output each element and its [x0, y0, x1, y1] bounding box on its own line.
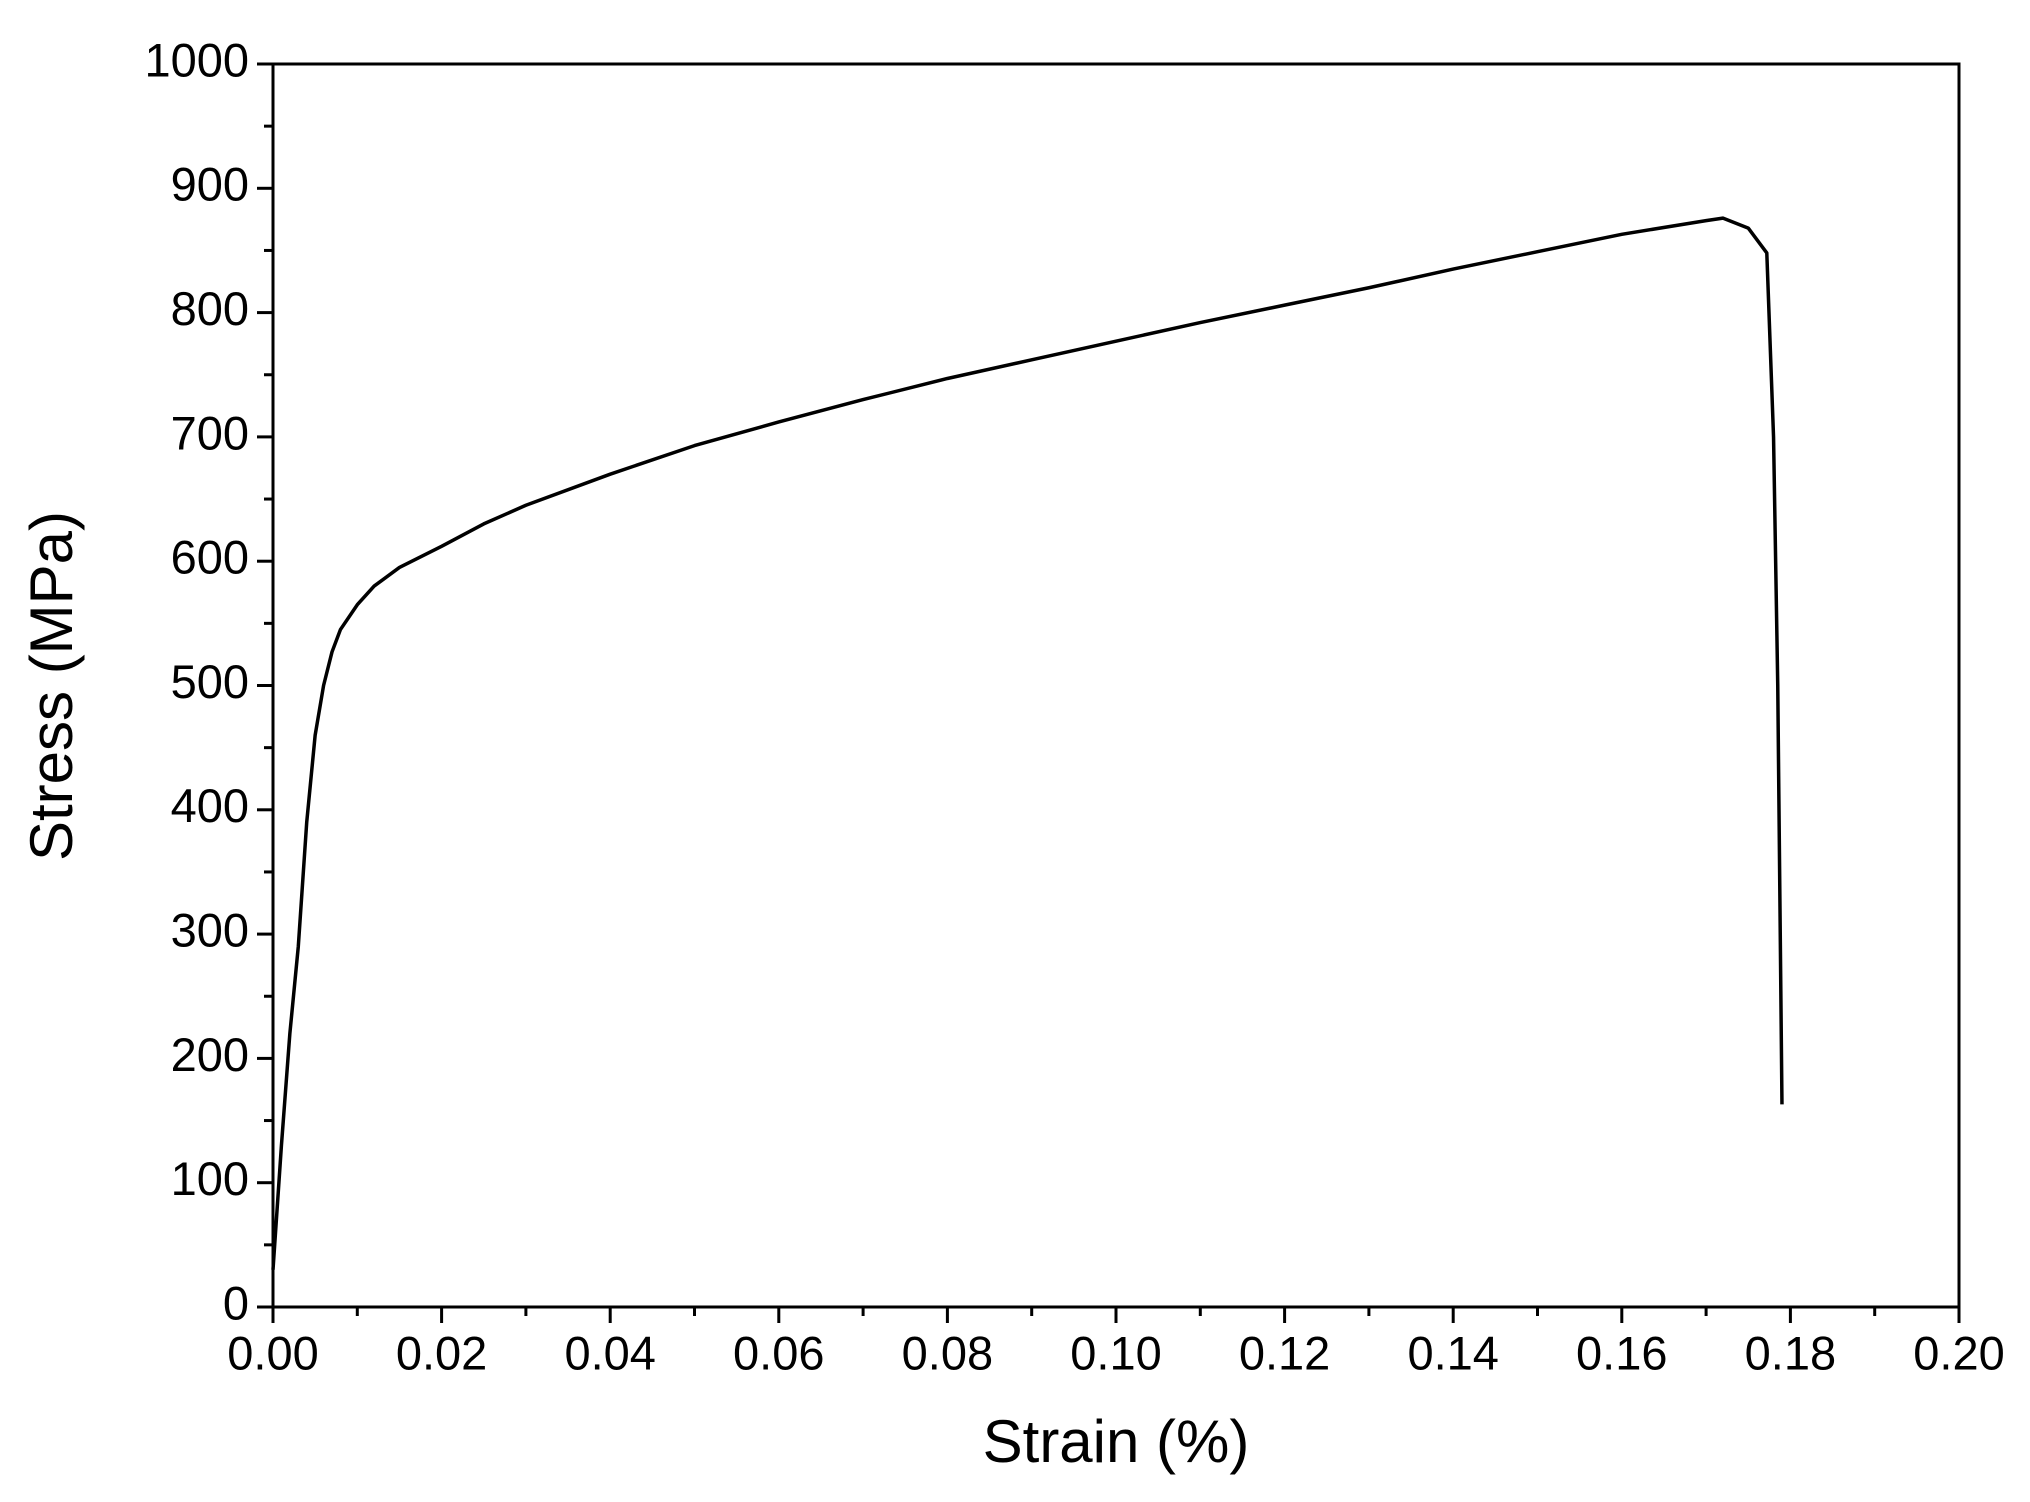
x-tick-label: 0.04: [564, 1326, 655, 1379]
y-tick-label: 700: [171, 406, 249, 459]
x-tick-label: 0.00: [227, 1326, 318, 1379]
stress-strain-curve: [271, 216, 1784, 1270]
plot-frame: [271, 62, 1961, 1309]
x-tick-label: 0.08: [902, 1326, 993, 1379]
x-tick-label: 0.12: [1239, 1326, 1330, 1379]
x-axis-title: Strain (%): [983, 1408, 1250, 1475]
x-tick-label: 0.10: [1070, 1326, 1161, 1379]
x-tick-label: 0.06: [733, 1326, 824, 1379]
x-tick-label: 0.14: [1407, 1326, 1498, 1379]
y-axis-title: Stress (MPa): [18, 511, 85, 861]
y-tick-label: 800: [171, 282, 249, 335]
y-tick-label: 600: [171, 531, 249, 584]
y-tick-label: 1000: [144, 33, 249, 86]
y-tick-label: 200: [171, 1028, 249, 1081]
x-tick-label: 0.16: [1576, 1326, 1667, 1379]
y-tick-label: 400: [171, 779, 249, 832]
x-tick-label: 0.02: [396, 1326, 487, 1379]
x-tick-label: 0.18: [1745, 1326, 1836, 1379]
y-tick-label: 300: [171, 904, 249, 957]
y-tick-label: 100: [171, 1152, 249, 1205]
y-tick-label: 500: [171, 655, 249, 708]
y-tick-label: 900: [171, 158, 249, 211]
y-tick-label: 0: [223, 1276, 249, 1329]
x-tick-label: 0.20: [1913, 1326, 2004, 1379]
